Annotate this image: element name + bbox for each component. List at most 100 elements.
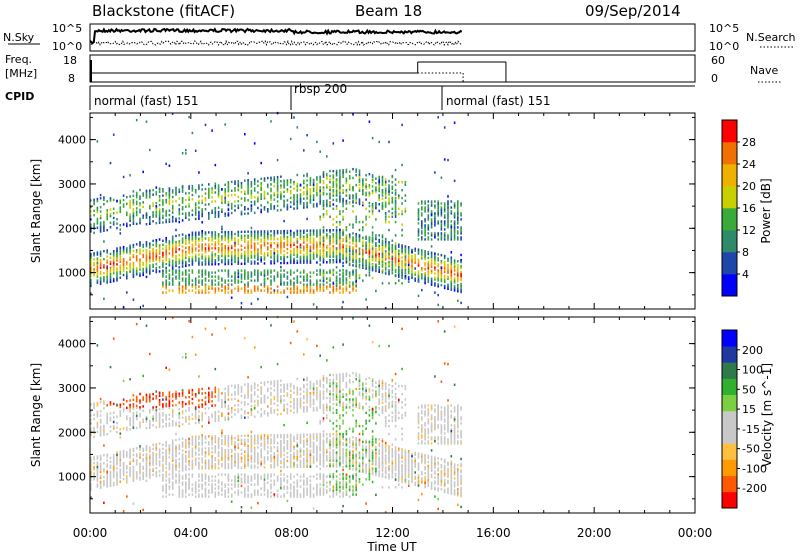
velocity-cell [145, 427, 148, 430]
velocity-cell [181, 392, 184, 395]
power-cell [96, 269, 99, 272]
velocity-cell [201, 416, 203, 420]
velocity-cell [224, 394, 226, 397]
power-cell [106, 261, 108, 264]
power-cell [339, 191, 341, 194]
power-cell [152, 211, 154, 214]
power-cell [355, 265, 357, 268]
velocity-cell [90, 427, 92, 430]
power-cell [437, 285, 439, 288]
power-cell [421, 232, 423, 235]
velocity-cell [224, 442, 226, 446]
power-cell [316, 185, 318, 188]
power-cell [319, 285, 321, 288]
power-cell [384, 192, 387, 195]
velocity-cell [234, 483, 236, 486]
power-cell [434, 268, 436, 271]
velocity-cell [171, 393, 174, 396]
power-cell [355, 218, 357, 221]
velocity-cell [191, 443, 194, 446]
power-cell [345, 228, 348, 232]
power-cell [339, 240, 341, 244]
power-cell [365, 185, 367, 188]
power-cell [247, 277, 249, 280]
power-cell [165, 287, 167, 290]
velocity-cell [96, 461, 99, 464]
power-cell [283, 261, 285, 265]
power-cell [286, 237, 289, 241]
velocity-cell [162, 475, 164, 478]
power-cell [293, 291, 295, 294]
velocity-cell [106, 415, 108, 418]
velocity-cell [237, 388, 240, 391]
power-cell [96, 275, 99, 278]
scale-swatch [722, 252, 737, 275]
power-cell [289, 185, 292, 188]
power-cell [365, 263, 367, 266]
power-cell [221, 210, 223, 213]
power-cell [237, 275, 240, 279]
power-cell [427, 264, 430, 268]
power-cell [99, 250, 102, 254]
velocity-cell [244, 440, 246, 443]
velocity-cell [253, 458, 256, 461]
velocity-cell [168, 404, 171, 407]
power-cell [237, 184, 240, 187]
velocity-cell [168, 468, 171, 471]
velocity-cell [135, 406, 138, 410]
power-cell [296, 204, 299, 208]
velocity-cell [103, 407, 105, 410]
power-cell [286, 231, 289, 235]
power-cell [145, 261, 148, 264]
velocity-cell [201, 457, 203, 460]
velocity-cell [175, 395, 177, 398]
velocity-cell [152, 443, 154, 447]
power-cell [440, 220, 443, 223]
power-cell [217, 186, 220, 189]
velocity-cell [168, 493, 171, 496]
power-cell [168, 196, 171, 199]
velocity-cell [149, 352, 151, 356]
power-cell [424, 268, 426, 271]
power-cell [450, 228, 453, 231]
power-cell [404, 257, 407, 260]
power-cell [348, 174, 351, 178]
power-cell [421, 251, 423, 254]
power-cell [152, 247, 154, 251]
power-cell [257, 236, 259, 239]
power-cell [430, 212, 433, 215]
velocity-cell [185, 466, 187, 470]
power-cell [355, 261, 357, 264]
velocity-cell [214, 386, 217, 389]
power-cell [194, 237, 197, 240]
velocity-cell [194, 421, 197, 425]
velocity-cell [214, 413, 217, 416]
power-cell [358, 228, 361, 232]
power-cell [401, 210, 403, 213]
power-cell [270, 234, 272, 237]
power-cell [339, 210, 341, 213]
power-cell [303, 204, 305, 207]
power-cell [145, 243, 148, 246]
power-cell [129, 252, 131, 255]
power-cell [450, 210, 453, 213]
power-cell [437, 253, 439, 256]
power-cell [335, 220, 338, 224]
power-cell [375, 249, 377, 253]
power-cell [142, 269, 144, 273]
velocity-cell [230, 406, 233, 410]
power-cell [293, 283, 295, 286]
power-cell [227, 238, 230, 242]
velocity-cell [175, 462, 177, 466]
velocity-cell [253, 436, 256, 439]
power-cell [152, 253, 154, 256]
power-cell [221, 231, 223, 234]
power-cell [129, 270, 131, 273]
power-cell [135, 269, 138, 272]
power-cell [247, 289, 249, 292]
power-cell [437, 210, 439, 213]
power-cell [437, 283, 439, 286]
power-cell [227, 187, 230, 191]
velocity-cell [122, 451, 125, 455]
power-cell [398, 181, 400, 184]
